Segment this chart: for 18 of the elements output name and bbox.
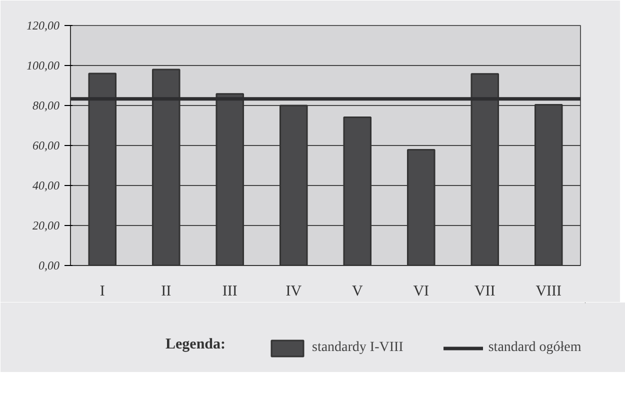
- x-tick-label: VIII: [536, 284, 562, 300]
- x-tick-label: V: [352, 284, 363, 300]
- x-tick-label: I: [100, 284, 105, 300]
- y-tick-label: 80,00: [32, 98, 60, 112]
- x-tick-label: III: [222, 284, 238, 300]
- legend-label: standardy I-VIII: [312, 340, 404, 356]
- y-tick-label: 20,00: [32, 218, 60, 232]
- x-tick-label: VII: [474, 284, 496, 300]
- legend-title: Legenda:: [166, 336, 226, 352]
- y-tick-label: 60,00: [32, 138, 60, 152]
- y-tick-label: 0,00: [38, 258, 60, 272]
- legend-label: standard ogółem: [488, 340, 582, 356]
- x-tick-label: II: [161, 284, 172, 300]
- y-tick-label: 100,00: [26, 58, 60, 72]
- x-tick-label: IV: [286, 284, 302, 300]
- y-tick-label: 120,00: [26, 18, 60, 32]
- y-tick-label: 40,00: [32, 178, 60, 192]
- x-tick-label: VI: [413, 284, 430, 300]
